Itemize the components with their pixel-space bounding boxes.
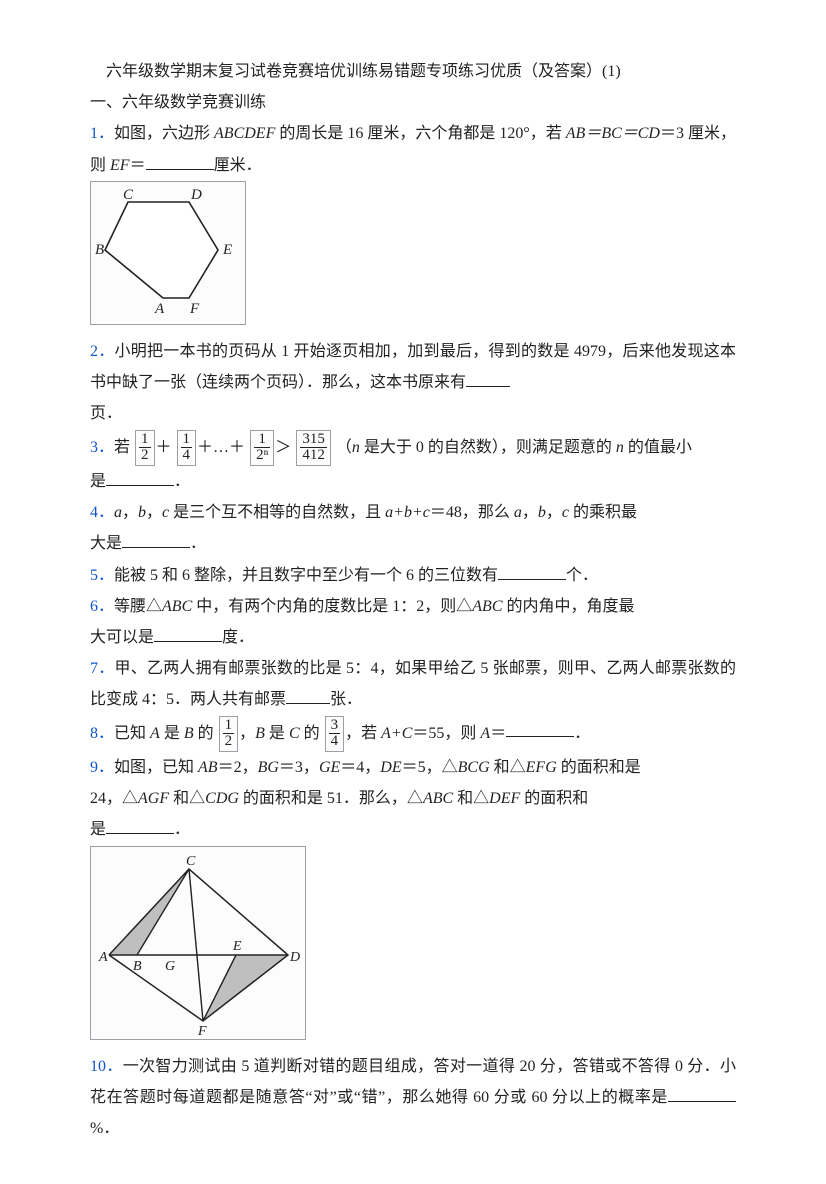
q2-text: 2．小明把一本书的页码从 1 开始逐页相加，加到最后，得到的数是 4979，后来…: [90, 336, 736, 398]
q1-unit: 厘米．: [214, 157, 262, 174]
q4-line2: 大是．: [90, 528, 736, 559]
q2-number: 2．: [90, 343, 115, 360]
q1-eq: AB＝BC＝CD: [566, 125, 660, 142]
q2-tail: 页．: [90, 398, 736, 429]
q4-number: 4．: [90, 504, 114, 521]
q7-text: 7．甲、乙两人拥有邮票张数的比是 5：4，如果甲给乙 5 张邮票，则甲、乙两人邮…: [90, 653, 736, 715]
q4-blank: [122, 531, 190, 548]
q7-number: 7．: [90, 660, 114, 677]
q8-number: 8．: [90, 724, 114, 741]
q7-blank: [286, 687, 330, 704]
q6-text: 6．等腰△ABC 中，有两个内角的度数比是 1：2，则△ABC 的内角中，角度最: [90, 591, 736, 622]
frac-1-4: 14: [177, 430, 197, 467]
lblE: E: [232, 939, 242, 954]
q1-ef: EF: [110, 157, 130, 174]
q1-poly: ABCDEF: [214, 125, 275, 142]
frac-1-2b: 12: [219, 716, 239, 753]
q10-number: 10．: [90, 1058, 123, 1075]
page: 六年级数学期末复习试卷竞赛培优训练易错题专项练习优质（及答案）(1) 一、六年级…: [0, 0, 826, 1184]
q5-text: 5．能被 5 和 6 整除，并且数字中至少有一个 6 的三位数有个．: [90, 560, 736, 591]
q1-t4: ＝: [130, 157, 146, 174]
q1-text: 1．如图，六边形 ABCDEF 的周长是 16 厘米，六个角都是 120°，若 …: [90, 118, 736, 180]
lbl-A: A: [154, 301, 165, 317]
lblC: C: [186, 854, 196, 869]
lblG: G: [165, 959, 175, 974]
q6-number: 6．: [90, 598, 114, 615]
q1-t1: 如图，六边形: [114, 125, 214, 142]
q9-blank: [106, 817, 174, 834]
q5-number: 5．: [90, 567, 114, 584]
frac-1-2n: 12ⁿ: [250, 430, 274, 467]
q3-pre: 若: [114, 438, 130, 455]
q6-line2: 大可以是度．: [90, 622, 736, 653]
frac-1-2: 12: [135, 430, 155, 467]
triangles-icon: A B C D E F G: [93, 849, 303, 1037]
q1-number: 1．: [90, 125, 114, 142]
q8-blank: [506, 720, 574, 737]
q9-text3: 是．: [90, 814, 736, 845]
q9-text1: 9．如图，已知 AB＝2，BG＝3，GE＝4，DE＝5，△BCG 和△EFG 的…: [90, 752, 736, 783]
doc-title: 六年级数学期末复习试卷竞赛培优训练易错题专项练习优质（及答案）(1): [90, 56, 736, 87]
q2-t: 小明把一本书的页码从 1 开始逐页相加，加到最后，得到的数是 4979，后来他发…: [90, 343, 736, 391]
q3-number: 3．: [90, 438, 114, 455]
q3-line2: 是．: [90, 466, 736, 497]
lbl-D: D: [190, 187, 202, 203]
q5-blank: [498, 563, 566, 580]
q9-figure: A B C D E F G: [90, 846, 306, 1040]
q9-text2: 24，△AGF 和△CDG 的面积和是 51．那么，△ABC 和△DEF 的面积…: [90, 783, 736, 814]
lbl-C: C: [123, 187, 134, 203]
q10-text: 10．一次智力测试由 5 道判断对错的题目组成，答对一道得 20 分，答错或不答…: [90, 1051, 736, 1145]
q1-t2: 的周长是 16 厘米，六个角都是 120°，若: [275, 125, 565, 142]
section-heading: 一、六年级数学竞赛训练: [90, 87, 736, 118]
lbl-E: E: [222, 242, 232, 258]
lbl-B: B: [95, 242, 104, 258]
q1-figure: C D E F A B: [90, 181, 246, 325]
q3-text: 3．若 12＋ 14＋…＋ 12ⁿ＞ 315412 （n 是大于 0 的自然数）…: [90, 430, 736, 467]
lbl-F: F: [189, 301, 200, 317]
q3-blank: [106, 469, 174, 486]
q8-text: 8．已知 A 是 B 的 12，B 是 C 的 34，若 A+C＝55，则 A＝…: [90, 716, 736, 753]
frac-3-4: 34: [325, 716, 345, 753]
lblB: B: [133, 959, 142, 974]
q10-blank: [668, 1085, 736, 1102]
q9-number: 9．: [90, 759, 114, 776]
q1-blank: [146, 153, 214, 170]
lblA: A: [98, 950, 108, 965]
lblD: D: [289, 950, 300, 965]
q2-blank: [466, 370, 510, 387]
q6-blank: [154, 625, 222, 642]
frac-315-412: 315412: [296, 430, 331, 467]
q4-text: 4．a，b，c 是三个互不相等的自然数，且 a+b+c＝48，那么 a，b，c …: [90, 497, 736, 528]
hexagon-icon: C D E F A B: [93, 184, 243, 322]
lblF: F: [197, 1024, 207, 1037]
